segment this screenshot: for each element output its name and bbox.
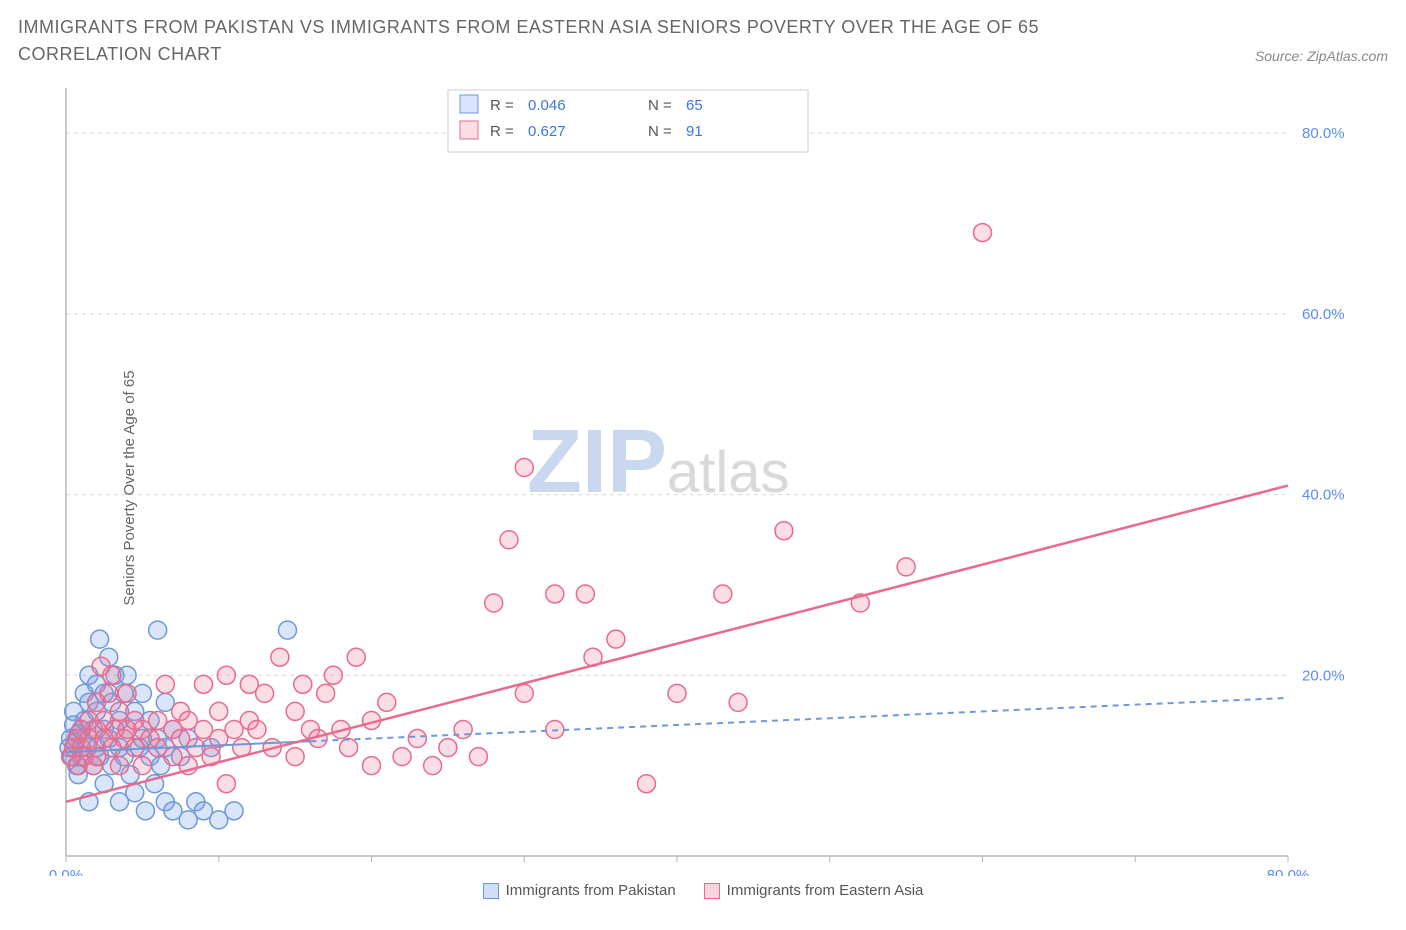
svg-text:80.0%: 80.0% [1302, 125, 1345, 142]
svg-text:N =: N = [648, 97, 672, 114]
svg-text:N =: N = [648, 123, 672, 140]
chart-area: Seniors Poverty Over the Age of 65 20.0%… [18, 76, 1388, 899]
svg-text:80.0%: 80.0% [1267, 867, 1310, 876]
svg-text:91: 91 [686, 123, 703, 140]
chart-title: IMMIGRANTS FROM PAKISTAN VS IMMIGRANTS F… [18, 14, 1138, 68]
scatter-chart: 20.0% 40.0% 60.0% 80.0% 0.0% 80.0% ZIPatlas R =… [18, 76, 1348, 876]
svg-text:65: 65 [686, 97, 703, 114]
chart-source: Source: ZipAtlas.com [1255, 48, 1388, 68]
chart-header: IMMIGRANTS FROM PAKISTAN VS IMMIGRANTS F… [18, 14, 1388, 68]
series-legend: Immigrants from Pakistan Immigrants from… [18, 882, 1388, 899]
svg-text:20.0%: 20.0% [1302, 667, 1345, 684]
svg-text:40.0%: 40.0% [1302, 487, 1345, 504]
legend-swatch-icon [704, 883, 720, 899]
legend-label: Immigrants from Pakistan [506, 882, 676, 899]
legend-label: Immigrants from Eastern Asia [727, 882, 924, 899]
svg-text:0.627: 0.627 [528, 123, 566, 140]
svg-text:ZIPatlas: ZIPatlas [527, 412, 790, 512]
legend-item-eastern-asia: Immigrants from Eastern Asia [704, 882, 924, 899]
legend-item-pakistan: Immigrants from Pakistan [483, 882, 676, 899]
svg-text:0.0%: 0.0% [49, 867, 83, 876]
y-axis-label: Seniors Poverty Over the Age of 65 [121, 370, 138, 605]
svg-text:R =: R = [490, 97, 514, 114]
svg-text:R =: R = [490, 123, 514, 140]
svg-text:60.0%: 60.0% [1302, 306, 1345, 323]
svg-text:0.046: 0.046 [528, 97, 566, 114]
legend-swatch-icon [483, 883, 499, 899]
